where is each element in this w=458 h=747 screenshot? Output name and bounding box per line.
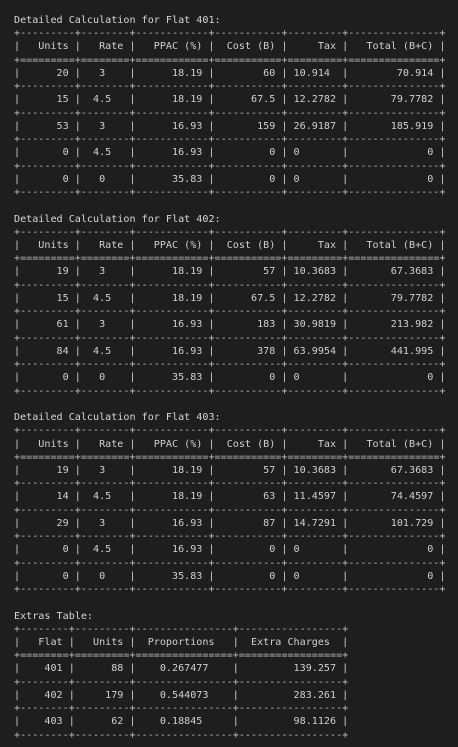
table-border: +---------+--------+------------+-------… <box>14 28 446 40</box>
extras-row: | 401 | 88 | 0.267477 | 139.257 | <box>14 663 349 675</box>
table-row: | 15 | 4.5 | 18.19 | 67.5 | 12.2782 | 79… <box>14 94 446 106</box>
table-header: | Units | Rate | PPAC (%) | Cost (B) | T… <box>14 239 446 251</box>
table-row: | 19 | 3 | 18.19 | 57 | 10.3683 | 67.368… <box>14 464 446 476</box>
table-title: Detailed Calculation for Flat 403: <box>14 412 221 424</box>
row-separator: +---------+--------+------------+-------… <box>14 81 446 93</box>
row-separator: +---------+--------+------------+-------… <box>14 584 446 596</box>
row-separator: +---------+--------+------------+-------… <box>14 279 446 291</box>
table-row: | 14 | 4.5 | 18.19 | 63 | 11.4597 | 74.4… <box>14 491 446 503</box>
table-row: | 0 | 0 | 35.83 | 0 | 0 | 0 | <box>14 173 446 185</box>
row-separator: +---------+--------+------------+-------… <box>14 306 446 318</box>
row-separator: +---------+--------+------------+-------… <box>14 332 446 344</box>
row-separator: +---------+--------+------------+-------… <box>14 385 446 397</box>
header-separator: +=========+========+============+=======… <box>14 54 446 66</box>
table-header: | Units | Rate | PPAC (%) | Cost (B) | T… <box>14 438 446 450</box>
terminal-output: Detailed Calculation for Flat 401: +-----… <box>14 14 445 742</box>
extras-header: | Flat | Units | Proportions | Extra Cha… <box>14 637 349 649</box>
table-row: | 61 | 3 | 16.93 | 183 | 30.9819 | 213.9… <box>14 319 446 331</box>
table-border: +---------+--------+------------+-------… <box>14 425 446 437</box>
spacer <box>14 199 445 212</box>
spacer <box>14 398 445 411</box>
table-title: Detailed Calculation for Flat 401: <box>14 15 221 26</box>
row-separator: +---------+--------+------------+-------… <box>14 504 446 516</box>
header-separator: +=========+========+============+=======… <box>14 451 446 463</box>
extras-row: | 402 | 179 | 0.544073 | 283.261 | <box>14 689 349 701</box>
extras-title: Extras Table: <box>14 610 94 622</box>
spacer <box>14 596 445 609</box>
table-row: | 0 | 4.5 | 16.93 | 0 | 0 | 0 | <box>14 147 446 159</box>
row-separator: +---------+--------+------------+-------… <box>14 557 446 569</box>
row-separator: +--------+---------+----------------+---… <box>14 729 349 741</box>
table-border: +---------+--------+------------+-------… <box>14 226 446 238</box>
table-row: | 20 | 3 | 18.19 | 60 | 10.914 | 70.914 … <box>14 67 446 79</box>
table-row: | 29 | 3 | 16.93 | 87 | 14.7291 | 101.72… <box>14 517 446 529</box>
table-row: | 0 | 0 | 35.83 | 0 | 0 | 0 | <box>14 570 446 582</box>
table-row: | 0 | 4.5 | 16.93 | 0 | 0 | 0 | <box>14 544 446 556</box>
extras-row: | 403 | 62 | 0.18845 | 98.1126 | <box>14 716 349 728</box>
table-row: | 19 | 3 | 18.19 | 57 | 10.3683 | 67.368… <box>14 266 446 278</box>
row-separator: +---------+--------+------------+-------… <box>14 134 446 146</box>
row-separator: +---------+--------+------------+-------… <box>14 478 446 490</box>
table-border: +--------+---------+----------------+---… <box>14 623 349 635</box>
row-separator: +---------+--------+------------+-------… <box>14 359 446 371</box>
table-row: | 53 | 3 | 16.93 | 159 | 26.9187 | 185.9… <box>14 120 446 132</box>
row-separator: +---------+--------+------------+-------… <box>14 107 446 119</box>
table-row: | 84 | 4.5 | 16.93 | 378 | 63.9954 | 441… <box>14 345 446 357</box>
row-separator: +---------+--------+------------+-------… <box>14 160 446 172</box>
row-separator: +---------+--------+------------+-------… <box>14 187 446 199</box>
row-separator: +--------+---------+----------------+---… <box>14 676 349 688</box>
row-separator: +---------+--------+------------+-------… <box>14 531 446 543</box>
table-title: Detailed Calculation for Flat 402: <box>14 213 221 225</box>
table-header: | Units | Rate | PPAC (%) | Cost (B) | T… <box>14 41 446 53</box>
row-separator: +--------+---------+----------------+---… <box>14 703 349 715</box>
table-row: | 0 | 0 | 35.83 | 0 | 0 | 0 | <box>14 372 446 384</box>
table-row: | 15 | 4.5 | 18.19 | 67.5 | 12.2782 | 79… <box>14 292 446 304</box>
header-separator: +========+=========+================+===… <box>14 650 349 662</box>
header-separator: +=========+========+============+=======… <box>14 253 446 265</box>
